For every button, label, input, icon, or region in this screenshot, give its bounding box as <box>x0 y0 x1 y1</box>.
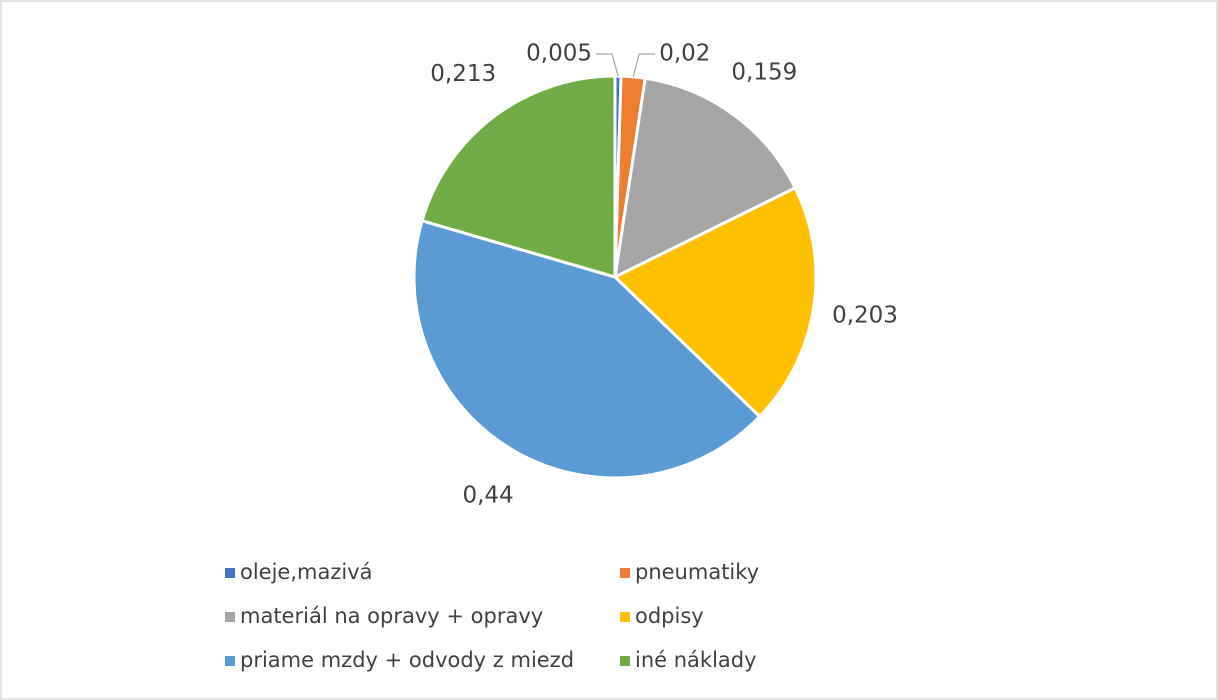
pie-slice <box>420 74 617 280</box>
pie-slice <box>612 185 818 419</box>
legend-swatch <box>225 656 235 666</box>
data-label: 0,44 <box>462 482 513 508</box>
legend-swatch <box>620 656 630 666</box>
data-label: 0,02 <box>659 41 710 67</box>
legend-label: odpisy <box>635 604 704 628</box>
leader-line <box>632 53 656 77</box>
legend-swatch <box>225 568 235 578</box>
legend-label: oleje,mazivá <box>240 560 373 584</box>
legend-swatch <box>225 612 235 622</box>
pie-slice <box>613 76 798 280</box>
data-label: 0,159 <box>731 59 797 85</box>
data-label: 0,203 <box>832 302 898 328</box>
data-label: 0,005 <box>526 41 592 67</box>
legend-label: pneumatiky <box>635 560 759 584</box>
legend-swatch <box>620 612 630 622</box>
legend-label: iné náklady <box>635 648 757 672</box>
legend-label: priame mzdy + odvody z miezd <box>240 648 574 672</box>
pie-slice <box>412 218 762 480</box>
data-label: 0,213 <box>430 61 496 87</box>
leader-line <box>596 53 619 77</box>
legend-swatch <box>620 568 630 578</box>
legend-label: materiál na opravy + opravy <box>240 604 543 628</box>
